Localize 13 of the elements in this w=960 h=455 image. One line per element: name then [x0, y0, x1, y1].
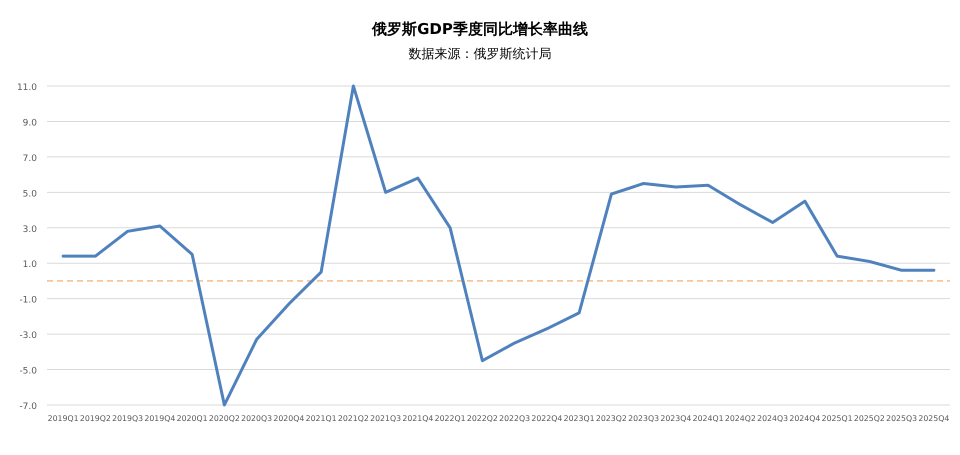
- y-tick-label: -1.0: [19, 296, 38, 306]
- chart-subtitle: 数据来源：俄罗斯统计局: [408, 47, 552, 62]
- y-tick-label: -5.0: [19, 366, 38, 377]
- y-tick-label: 7.0: [22, 154, 38, 164]
- y-tick-label: 1.0: [22, 260, 38, 270]
- y-tick-label: -3.0: [19, 331, 38, 342]
- y-tick-label: 3.0: [22, 224, 38, 235]
- chart-title: 俄罗斯GDP季度同比增长率曲线: [371, 20, 588, 38]
- y-tick-label: 9.0: [22, 118, 38, 128]
- y-tick-label: 5.0: [22, 189, 38, 200]
- y-tick-label: -7.0: [19, 402, 38, 412]
- line-series: [62, 84, 936, 406]
- y-tick-label: 11.0: [16, 83, 38, 93]
